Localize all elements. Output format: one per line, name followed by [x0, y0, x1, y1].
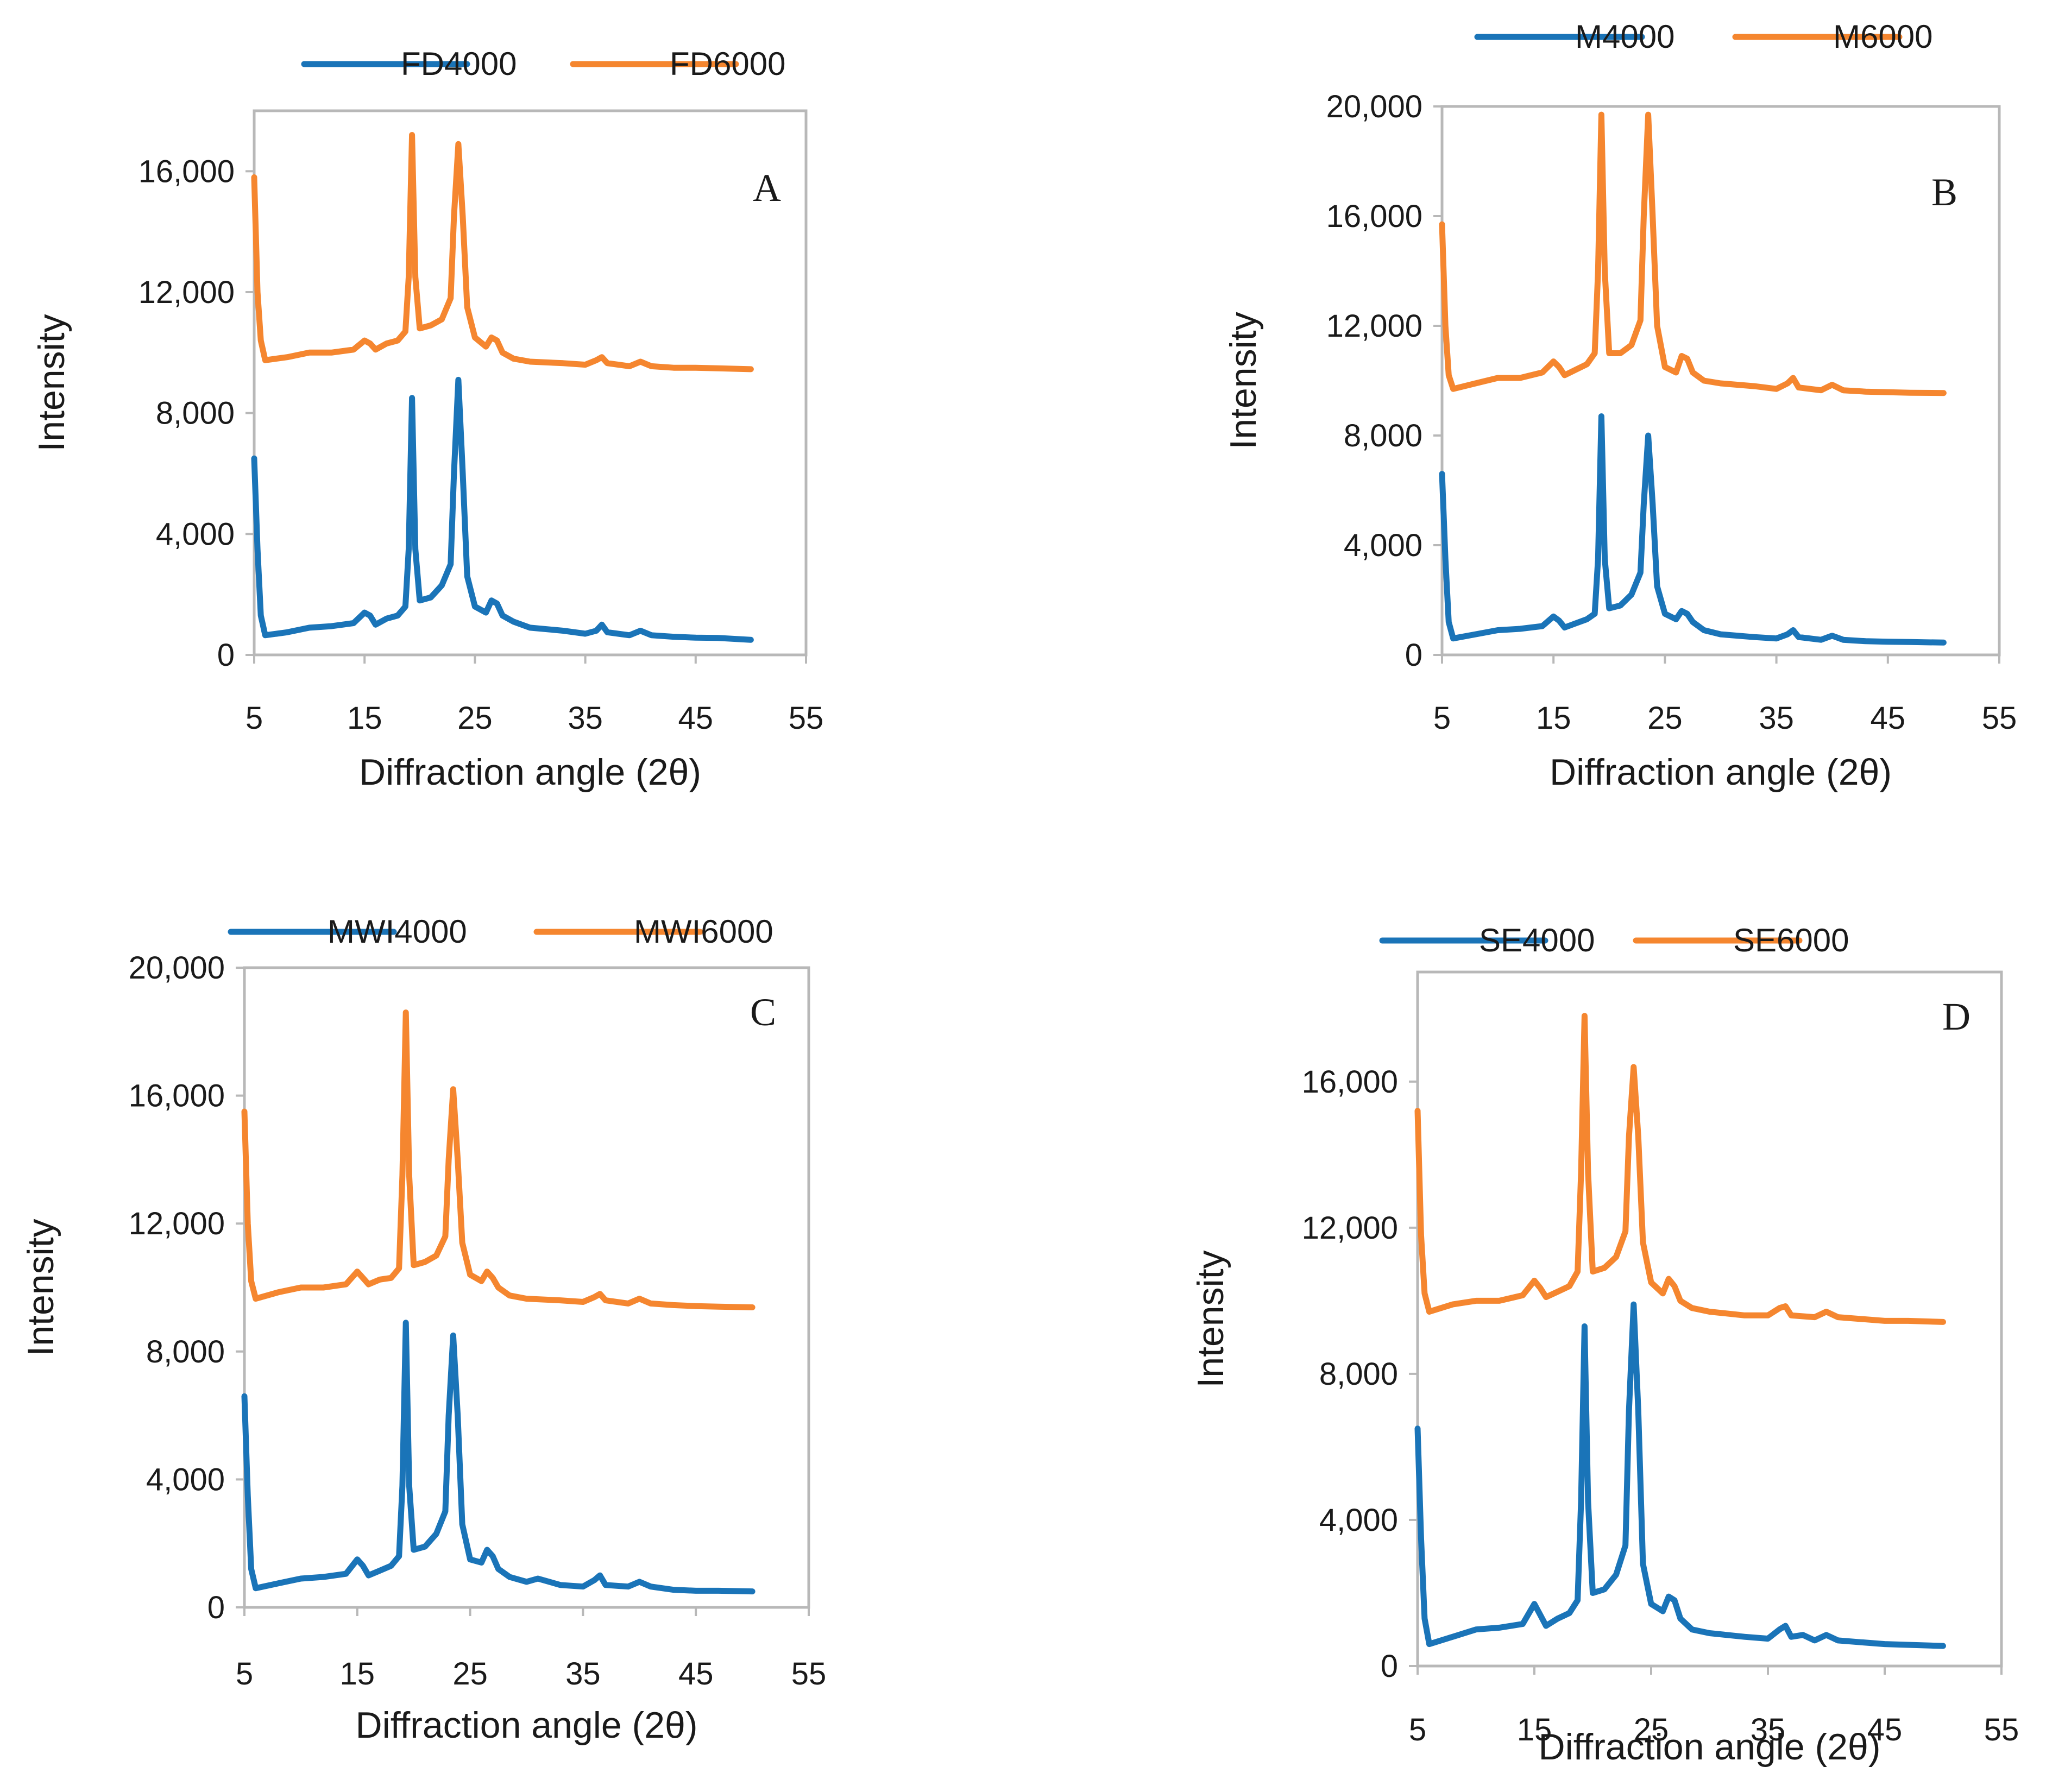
- y-tick-label: 12,000: [1302, 1210, 1398, 1246]
- x-tick-label: 55: [791, 1656, 827, 1692]
- x-tick-label: 35: [1759, 701, 1794, 736]
- x-tick-label: 55: [789, 701, 824, 736]
- y-tick-label: 20,000: [129, 950, 225, 986]
- panel-letter: A: [753, 166, 781, 210]
- legend-label-m6000: M6000: [1833, 18, 1932, 55]
- y-tick-label: 4,000: [1344, 528, 1422, 563]
- x-axis-title: Diffraction angle (2θ): [359, 752, 701, 793]
- legend-label-se4000: SE4000: [1479, 922, 1595, 958]
- x-tick-label: 5: [236, 1656, 253, 1692]
- x-tick-label: 5: [1409, 1712, 1426, 1747]
- x-tick-label: 25: [1647, 701, 1683, 736]
- x-tick-label: 55: [1982, 701, 2017, 736]
- y-axis-title: Intensity: [20, 1219, 61, 1356]
- y-tick-label: 4,000: [156, 516, 235, 552]
- y-tick-label: 0: [217, 638, 235, 673]
- x-tick-label: 5: [245, 701, 263, 736]
- x-tick-label: 35: [568, 701, 603, 736]
- series-line-fd4000: [251, 376, 754, 643]
- x-tick-label: 15: [347, 701, 382, 736]
- y-tick-label: 20,000: [1326, 89, 1422, 124]
- y-tick-label: 16,000: [1302, 1064, 1398, 1100]
- y-tick-label: 0: [207, 1590, 225, 1625]
- y-tick-label: 4,000: [1319, 1503, 1398, 1538]
- y-tick-label: 8,000: [146, 1334, 225, 1370]
- plot-frame: [1416, 970, 2003, 1668]
- x-tick-label: 55: [1984, 1712, 2019, 1747]
- legend-label-fd4000: FD4000: [401, 46, 517, 82]
- y-tick-label: 0: [1405, 638, 1422, 673]
- x-tick-label: 25: [457, 701, 493, 736]
- y-tick-label: 16,000: [139, 154, 235, 189]
- x-tick-label: 25: [1634, 1712, 1669, 1747]
- x-tick-label: 45: [678, 1656, 714, 1692]
- x-tick-label: 35: [1751, 1712, 1786, 1747]
- series-line-mwi6000: [241, 1009, 756, 1310]
- x-tick-label: 35: [565, 1656, 601, 1692]
- y-axis-title: Intensity: [1190, 1250, 1231, 1387]
- series-line-mwi4000: [241, 1320, 756, 1595]
- legend-label-mwi6000: MWI6000: [634, 913, 773, 950]
- x-tick-label: 15: [340, 1656, 375, 1692]
- y-tick-label: 12,000: [129, 1206, 225, 1241]
- y-axis-title: Intensity: [31, 314, 72, 451]
- series-line-fd6000: [251, 132, 754, 373]
- y-tick-label: 8,000: [156, 396, 235, 431]
- x-axis-title: Diffraction angle (2θ): [356, 1705, 698, 1746]
- x-tick-label: 15: [1536, 701, 1571, 736]
- x-tick-label: 15: [1517, 1712, 1552, 1747]
- series-line-se6000: [1414, 1013, 1946, 1325]
- chart-panel-a: 5 15 25 35 45 55 0 4,000 8,000 12,000 16,000 Diffra…: [31, 46, 823, 793]
- plot-frame: [1440, 105, 2001, 657]
- x-tick-label: 45: [678, 701, 714, 736]
- y-tick-label: 16,000: [129, 1078, 225, 1114]
- y-tick-label: 0: [1381, 1649, 1398, 1684]
- panel-letter: B: [1931, 171, 1957, 214]
- chart-panel-c: 5 15 25 35 45 55 0 4,000 8,000 12,000 16,000 20,000…: [20, 913, 826, 1746]
- y-tick-label: 4,000: [146, 1462, 225, 1497]
- plot-frame: [243, 966, 810, 1609]
- panel-letter: C: [750, 990, 776, 1034]
- series-line-m4000: [1439, 413, 1947, 646]
- x-tick-label: 25: [452, 1656, 488, 1692]
- chart-panel-d: 5 15 25 35 45 55 0 4,000 8,000 12,000 16,000 Diffra…: [1190, 922, 2019, 1768]
- y-tick-label: 16,000: [1326, 199, 1422, 234]
- y-tick-label: 12,000: [1326, 308, 1422, 344]
- legend-label-m4000: M4000: [1575, 18, 1674, 55]
- x-tick-label: 5: [1433, 701, 1451, 736]
- legend-label-mwi4000: MWI4000: [328, 913, 467, 950]
- y-tick-label: 8,000: [1319, 1356, 1398, 1392]
- panel-letter: D: [1942, 995, 1971, 1038]
- legend-label-se6000: SE6000: [1733, 922, 1849, 958]
- y-axis-title: Intensity: [1223, 312, 1264, 449]
- y-tick-label: 12,000: [139, 275, 235, 310]
- y-tick-label: 8,000: [1344, 418, 1422, 453]
- chart-panel-b: 5 15 25 35 45 55 0 4,000 8,000 12,000 16,000 20,000…: [1223, 18, 2017, 793]
- plot-frame: [253, 109, 808, 657]
- legend-label-fd6000: FD6000: [670, 46, 785, 82]
- series-line-se4000: [1414, 1301, 1946, 1649]
- series-line-m6000: [1439, 111, 1947, 396]
- x-axis-title: Diffraction angle (2θ): [1539, 1726, 1881, 1768]
- x-axis-title: Diffraction angle (2θ): [1550, 752, 1892, 793]
- x-tick-label: 45: [1867, 1712, 1903, 1747]
- x-tick-label: 45: [1871, 701, 1906, 736]
